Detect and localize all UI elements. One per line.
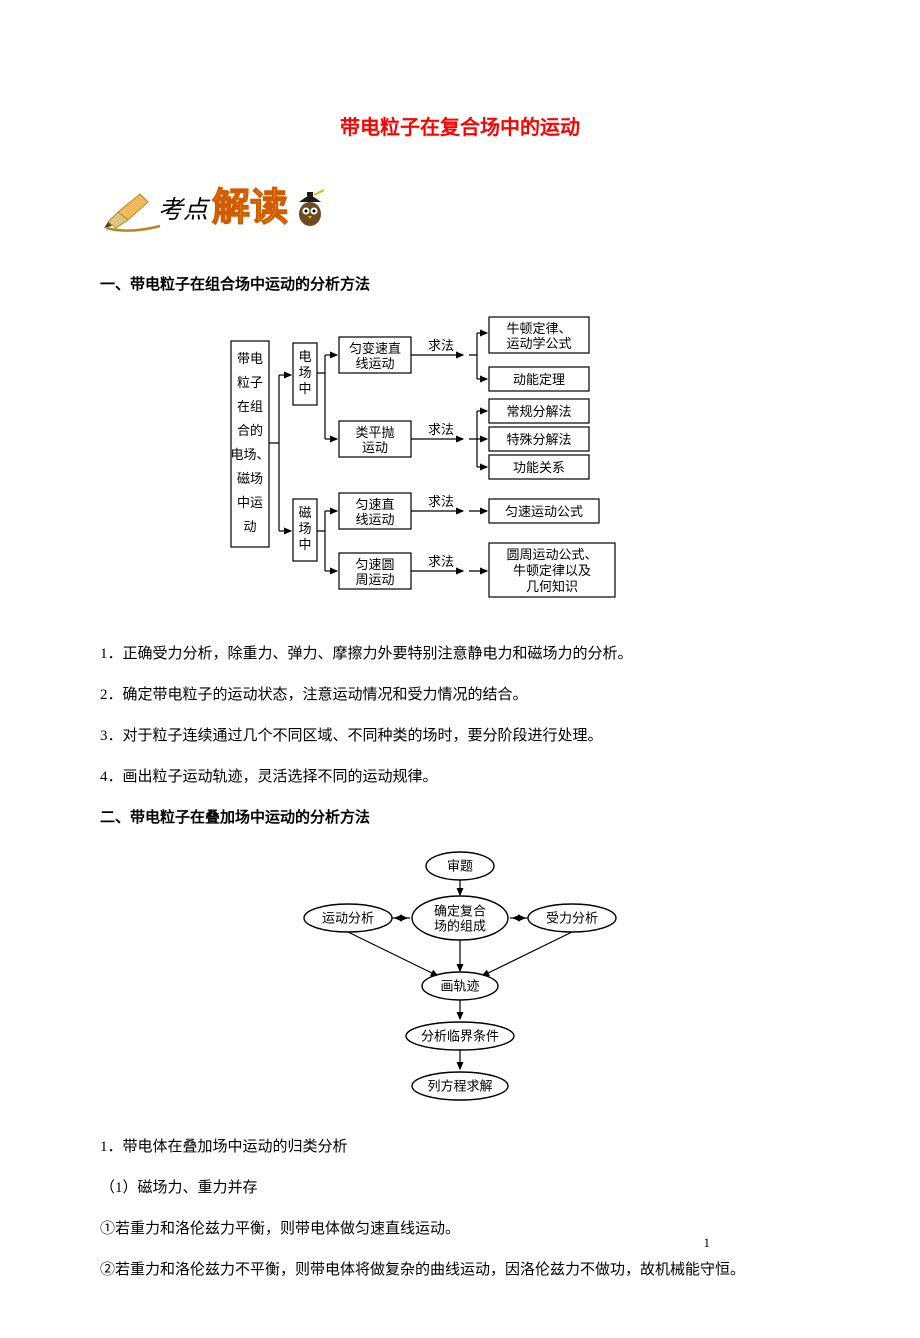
svg-text:匀速圆: 匀速圆 [355,557,394,572]
section1-heading: 一、带电粒子在组合场中运动的分析方法 [100,272,820,299]
svg-text:中运: 中运 [237,495,263,510]
s2-p1: 1．带电体在叠加场中运动的归类分析 [100,1134,820,1161]
svg-text:线运动: 线运动 [355,512,394,527]
s1-p3: 3．对于粒子连续通过几个不同区域、不同种类的场时，要分阶段进行处理。 [100,723,820,750]
svg-text:求法: 求法 [428,554,454,569]
svg-text:确定复合: 确定复合 [434,904,486,919]
section2-heading: 二、带电粒子在叠加场中运动的分析方法 [100,805,820,832]
svg-text:中: 中 [298,537,311,552]
svg-text:匀速运动公式: 匀速运动公式 [505,504,583,519]
s1-p1: 1．正确受力分析，除重力、弹力、摩擦力外要特别注意静电力和磁场力的分析。 [100,641,820,668]
page-title: 带电粒子在复合场中的运动 [100,110,820,146]
svg-text:周运动: 周运动 [355,572,394,587]
svg-text:求法: 求法 [428,494,454,509]
flowchart-1: 带电 粒子 在组 合的 电场、 磁场 中运 动 电 场 中 磁 场 中 匀变速直… [100,313,820,623]
svg-text:运动: 运动 [362,440,388,455]
svg-text:场的组成: 场的组成 [434,919,486,934]
s1-p4: 4．画出粒子运动轨迹，灵活选择不同的运动规律。 [100,764,820,791]
svg-text:磁: 磁 [298,505,311,520]
svg-text:功能关系: 功能关系 [513,460,565,475]
svg-text:圆周运动公式、: 圆周运动公式、 [506,547,597,562]
svg-text:画轨迹: 画轨迹 [440,979,479,994]
svg-text:类平抛: 类平抛 [355,425,394,440]
flowchart-2: 审题 确定复合 场的组成 运动分析 受力分析 画轨迹 分析临界条件 列方程求解 [100,846,820,1116]
svg-text:电: 电 [298,349,311,364]
svg-text:牛顿定律以及: 牛顿定律以及 [513,563,591,578]
svg-text:特殊分解法: 特殊分解法 [506,432,571,447]
svg-text:场: 场 [298,365,311,380]
svg-text:牛顿定律、: 牛顿定律、 [506,321,571,336]
svg-text:列方程求解: 列方程求解 [427,1079,492,1094]
svg-text:常规分解法: 常规分解法 [506,404,571,419]
svg-text:线运动: 线运动 [355,356,394,371]
s2-p2: （1）磁场力、重力并存 [100,1175,820,1202]
svg-text:电场、: 电场、 [230,447,269,462]
section-banner: 考点 解读 [100,176,820,244]
svg-text:合的: 合的 [237,423,263,438]
owl-icon [299,190,324,226]
svg-text:求法: 求法 [428,422,454,437]
s1-p2: 2．确定带电粒子的运动状态，注意运动情况和受力情况的结合。 [100,682,820,709]
svg-text:匀变速直: 匀变速直 [349,341,401,356]
svg-text:匀速直: 匀速直 [355,497,394,512]
svg-text:场: 场 [298,521,311,536]
svg-text:粒子: 粒子 [237,375,263,390]
svg-text:求法: 求法 [428,338,454,353]
svg-text:分析临界条件: 分析临界条件 [421,1029,499,1044]
pen-icon [104,194,160,231]
svg-text:在组: 在组 [237,399,263,414]
svg-text:动能定理: 动能定理 [513,372,565,387]
svg-text:受力分析: 受力分析 [546,911,598,926]
page-number: 1 [704,1231,711,1254]
banner-jiedu: 解读 [212,187,288,229]
svg-text:带电: 带电 [237,351,263,366]
svg-text:运动学公式: 运动学公式 [506,336,571,351]
banner-kaodian: 考点 [158,197,211,224]
svg-text:几何知识: 几何知识 [526,579,578,594]
svg-text:运动分析: 运动分析 [322,911,374,926]
s2-p4: ②若重力和洛伦兹力不平衡，则带电体将做复杂的曲线运动，因洛伦兹力不做功，故机械能… [100,1257,820,1284]
svg-text:动: 动 [243,519,256,534]
svg-text:审题: 审题 [447,859,473,874]
s2-p3: ①若重力和洛伦兹力平衡，则带电体做匀速直线运动。 [100,1216,820,1243]
svg-text:中: 中 [298,381,311,396]
svg-text:磁场: 磁场 [237,471,263,486]
